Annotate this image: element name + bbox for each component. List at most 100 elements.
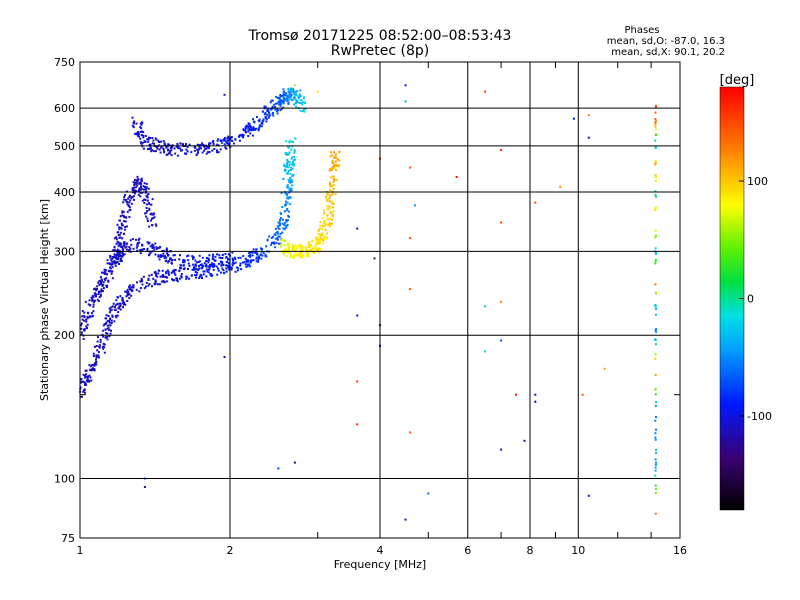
trace-point [193, 268, 196, 271]
trace-point [118, 254, 120, 257]
trace-point [110, 308, 113, 311]
trace-point [279, 217, 282, 219]
trace-point [331, 159, 334, 162]
trace-point [157, 254, 160, 257]
trace-point [287, 102, 290, 105]
trace-point [166, 261, 169, 264]
trace-point [175, 145, 178, 148]
trace-point [167, 270, 170, 273]
trace-point [158, 148, 161, 151]
trace-point [323, 220, 326, 222]
y-tick-label: 500 [54, 140, 75, 153]
trace-point [289, 172, 292, 175]
trace-point [265, 113, 268, 116]
trace-point [216, 149, 218, 152]
trace-point [654, 125, 657, 128]
trace-point [654, 207, 657, 210]
trace-point [163, 257, 166, 259]
trace-point [170, 149, 173, 152]
trace-point [122, 306, 124, 309]
trace-point [110, 306, 113, 309]
trace-point [90, 312, 93, 315]
trace-point [124, 303, 127, 306]
trace-point [178, 277, 181, 280]
trace-point [124, 226, 127, 228]
trace-point [206, 270, 209, 273]
trace-point [293, 93, 296, 96]
trace-point [217, 269, 220, 272]
trace-point [91, 369, 94, 371]
trace-point [328, 222, 331, 225]
trace-point [88, 299, 91, 302]
trace-point [284, 192, 287, 195]
data-points [79, 84, 658, 521]
trace-point [225, 261, 228, 263]
trace-point [118, 249, 121, 252]
trace-point [159, 151, 162, 154]
trace-point [102, 324, 105, 327]
trace-point [165, 247, 168, 250]
trace-point [298, 245, 301, 248]
trace-point [116, 261, 119, 264]
trace-point [329, 151, 332, 154]
trace-point [210, 262, 213, 265]
trace-point [123, 216, 126, 219]
trace-point [654, 357, 657, 360]
trace-point [151, 245, 154, 247]
trace-point [151, 137, 154, 139]
trace-point [279, 96, 281, 99]
trace-point [109, 309, 112, 312]
trace-point [136, 245, 139, 248]
trace-point [122, 249, 124, 252]
trace-point [307, 255, 310, 258]
trace-point [236, 269, 239, 272]
trace-point [252, 126, 255, 129]
trace-point [226, 266, 229, 269]
trace-point [654, 262, 657, 265]
trace-point [101, 345, 104, 348]
trace-point [287, 251, 290, 253]
trace-point [136, 175, 139, 178]
trace-point [257, 129, 260, 132]
trace-point [132, 195, 135, 198]
trace-point [290, 163, 293, 166]
trace-point [131, 187, 134, 190]
trace-point [338, 164, 341, 167]
trace-point [326, 193, 329, 196]
trace-point [307, 246, 310, 249]
trace-point [113, 253, 116, 256]
trace-point [223, 139, 226, 142]
trace-point [272, 103, 275, 106]
trace-point [110, 270, 113, 273]
trace-point [305, 252, 308, 255]
trace-point [205, 268, 208, 271]
trace-point [221, 267, 224, 270]
trace-point [288, 161, 291, 164]
trace-point [301, 246, 304, 248]
trace-point [132, 126, 135, 129]
trace-point [155, 146, 158, 149]
x-tick-label: 10 [571, 544, 585, 557]
colorbar-unit: [deg] [720, 73, 755, 88]
trace-point [145, 211, 148, 214]
y-axis-ticks: 75 100 200 300 400 500 600 750 [54, 56, 680, 545]
trace-point [290, 189, 293, 192]
trace-point [88, 364, 91, 367]
trace-point [283, 163, 286, 166]
trace-point [207, 147, 210, 150]
trace-point [91, 294, 94, 297]
trace-point [281, 218, 284, 221]
trace-point [282, 96, 285, 99]
trace-point [291, 249, 294, 252]
trace-point [272, 235, 274, 238]
trace-point [123, 196, 126, 198]
trace-point [263, 105, 266, 108]
trace-point [83, 319, 86, 322]
trace-point [654, 492, 657, 494]
trace-point [136, 179, 139, 182]
trace-point [132, 284, 135, 287]
trace-point [137, 189, 140, 192]
trace-point [242, 129, 245, 132]
trace-point [97, 293, 100, 295]
trace-point [90, 369, 93, 372]
